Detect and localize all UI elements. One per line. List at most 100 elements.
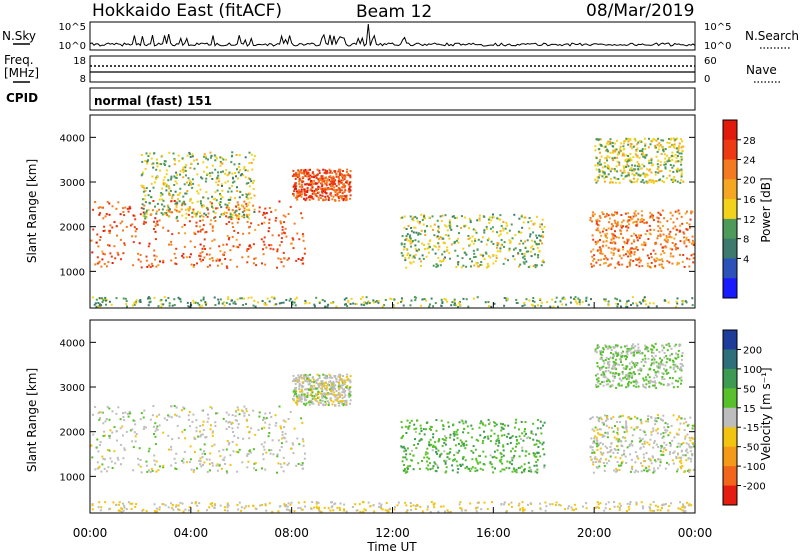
data-cell: [311, 394, 314, 397]
data-cell: [134, 218, 137, 221]
data-cell: [599, 441, 602, 444]
data-cell: [682, 442, 685, 444]
data-cell: [283, 437, 286, 440]
data-cell: [634, 415, 636, 418]
data-cell: [318, 377, 321, 379]
data-cell: [680, 163, 683, 166]
data-cell: [537, 451, 540, 454]
data-cell: [175, 217, 178, 220]
data-cell: [317, 191, 320, 194]
data-cell: [626, 305, 629, 308]
data-cell: [451, 301, 454, 304]
data-cell: [211, 164, 214, 167]
data-cell: [647, 238, 650, 240]
data-cell: [219, 215, 221, 218]
data-cell: [467, 238, 470, 240]
data-cell: [609, 356, 612, 359]
data-cell: [324, 387, 327, 390]
data-cell: [103, 467, 106, 470]
data-cell: [645, 383, 648, 386]
data-cell: [427, 247, 430, 250]
data-cell: [294, 186, 297, 188]
data-cell: [420, 260, 422, 263]
data-cell: [680, 156, 683, 159]
data-cell: [616, 452, 619, 454]
y-tick-label: 1000: [60, 267, 85, 278]
data-cell: [205, 191, 208, 194]
data-cell: [467, 235, 470, 237]
data-cell: [241, 256, 244, 259]
data-cell: [656, 143, 659, 146]
data-cell: [523, 258, 526, 261]
data-cell: [163, 417, 166, 420]
data-cell: [182, 256, 185, 259]
data-cell: [597, 229, 600, 232]
data-cell: [598, 170, 601, 173]
data-cell: [105, 265, 108, 268]
data-cell: [405, 247, 408, 250]
data-cell: [513, 454, 516, 457]
data-cell: [149, 266, 152, 269]
data-cell: [327, 199, 330, 201]
data-cell: [184, 203, 187, 206]
data-cell: [265, 246, 268, 249]
data-cell: [409, 304, 412, 307]
data-cell: [610, 226, 613, 229]
data-cell: [663, 161, 666, 164]
data-cell: [182, 252, 185, 255]
data-cell: [630, 417, 633, 420]
data-cell: [325, 384, 328, 387]
data-cell: [639, 234, 642, 237]
data-cell: [460, 445, 463, 447]
data-cell: [134, 302, 137, 305]
data-cell: [348, 174, 351, 177]
data-cell: [263, 448, 266, 451]
data-cell: [574, 298, 577, 301]
data-cell: [636, 154, 639, 157]
data-cell: [405, 266, 408, 269]
data-cell: [532, 422, 535, 425]
data-cell: [253, 208, 256, 211]
data-cell: [474, 470, 477, 473]
data-cell: [596, 162, 599, 165]
data-cell: [428, 441, 431, 444]
data-cell: [669, 366, 672, 369]
data-cell: [174, 467, 177, 470]
data-cell: [311, 391, 314, 394]
data-cell: [96, 461, 99, 464]
data-cell: [482, 439, 485, 442]
data-cell: [630, 347, 633, 350]
data-cell: [631, 351, 634, 354]
data-cell: [614, 211, 617, 214]
data-cell: [459, 303, 462, 306]
data-cell: [485, 228, 488, 230]
data-cell: [591, 213, 594, 216]
data-cell: [600, 143, 603, 146]
data-cell: [418, 432, 421, 435]
data-cell: [603, 180, 606, 183]
data-cell: [602, 359, 605, 362]
data-cell: [536, 471, 539, 474]
data-cell: [617, 261, 620, 264]
data-cell: [683, 471, 686, 473]
data-cell: [609, 241, 612, 244]
data-cell: [105, 470, 108, 473]
data-cell: [368, 302, 371, 304]
data-cell: [607, 347, 610, 350]
data-cell: [152, 200, 155, 202]
data-cell: [148, 264, 150, 267]
data-cell: [298, 388, 301, 390]
data-cell: [637, 346, 640, 349]
data-cell: [247, 217, 250, 220]
data-cell: [644, 376, 647, 379]
data-cell: [248, 201, 251, 204]
data-cell: [515, 298, 518, 301]
data-cell: [420, 430, 423, 432]
data-cell: [205, 231, 208, 233]
data-cell: [335, 173, 338, 176]
data-cell: [305, 399, 308, 402]
data-cell: [149, 190, 151, 193]
data-cell: [653, 362, 655, 365]
data-cell: [406, 233, 409, 236]
data-cell: [655, 155, 658, 158]
